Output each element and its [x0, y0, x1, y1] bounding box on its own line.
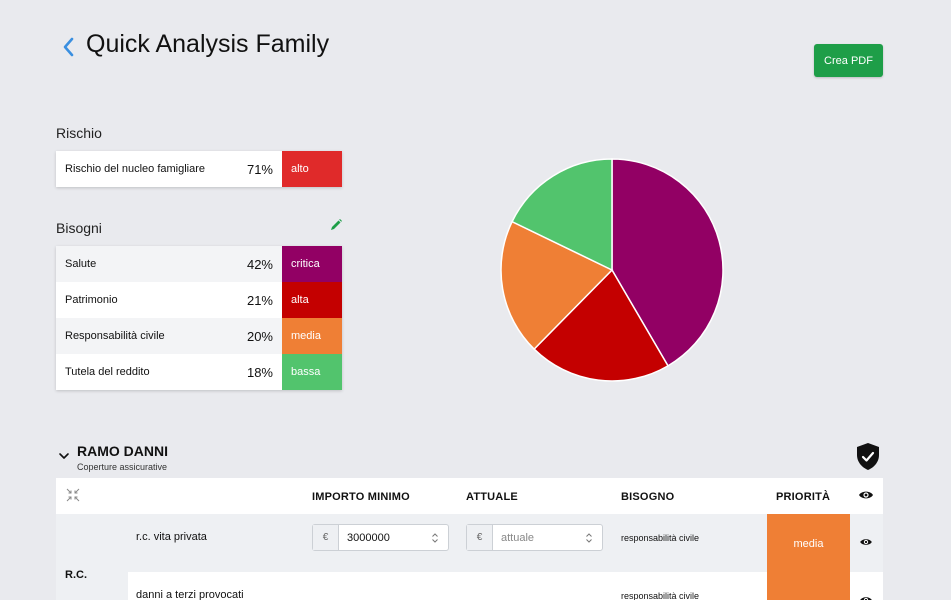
coverage-name: danni a terzi provocati: [136, 589, 244, 600]
min-amount-field[interactable]: €: [312, 524, 449, 551]
risk-row: Rischio del nucleo famigliare 71% alto: [56, 151, 342, 187]
chevron-down-icon[interactable]: [58, 450, 70, 462]
needs-level-badge: critica: [282, 246, 342, 282]
page-title: Quick Analysis Family: [86, 30, 330, 58]
needs-row: Patrimonio 21% alta: [56, 282, 342, 318]
number-spinner-icon[interactable]: [428, 525, 442, 550]
column-header-min-amount: IMPORTO MINIMO: [312, 491, 410, 503]
min-amount-input[interactable]: [339, 525, 428, 550]
priority-badge: media: [793, 538, 824, 550]
risk-card: Rischio del nucleo famigliare 71% alto: [56, 151, 342, 187]
risk-row-percent: 71%: [246, 161, 273, 177]
ramo-danni-title: RAMO DANNI: [77, 443, 168, 459]
shield-check-icon: [857, 443, 879, 470]
needs-row-label: Responsabilità civile: [65, 330, 165, 342]
needs-row: Salute 42% critica: [56, 246, 342, 282]
coverage-table: IMPORTO MINIMO ATTUALE BISOGNO PRIORITÀ …: [56, 478, 883, 600]
needs-row-label: Tutela del reddito: [65, 366, 150, 378]
risk-row-label: Rischio del nucleo famigliare: [65, 163, 206, 175]
priority-cell: [767, 514, 850, 600]
coverage-name: r.c. vita privata: [136, 531, 207, 543]
column-header-need: BISOGNO: [621, 491, 675, 503]
needs-section-title: Bisogni: [56, 220, 102, 236]
needs-card: Salute 42% critica Patrimonio 21% alta R…: [56, 246, 342, 390]
create-pdf-button[interactable]: Crea PDF: [814, 44, 883, 77]
risk-section-title: Rischio: [56, 125, 102, 141]
needs-row: Responsabilità civile 20% media: [56, 318, 342, 354]
current-amount-input[interactable]: [493, 525, 582, 550]
currency-prefix: €: [467, 525, 493, 550]
currency-prefix: €: [313, 525, 339, 550]
eye-icon[interactable]: [859, 595, 873, 600]
pie-slice-1: [611, 158, 724, 367]
eye-icon[interactable]: [858, 489, 874, 501]
pie-slice-4: [511, 158, 613, 272]
needs-level-badge: media: [282, 318, 342, 354]
needs-row-percent: 20%: [246, 328, 273, 344]
need-value: responsabilità civile: [621, 533, 700, 543]
need-value: responsabilità civile: [621, 591, 700, 600]
needs-row-percent: 21%: [246, 292, 273, 308]
column-header-priority: PRIORITÀ: [776, 491, 831, 503]
table-row: [128, 572, 883, 600]
group-cell: [56, 514, 128, 600]
needs-level-badge: alta: [282, 282, 342, 318]
needs-pie-chart: [500, 158, 724, 382]
needs-row-percent: 42%: [246, 256, 273, 272]
group-label: R.C.: [65, 569, 87, 581]
edit-pencil-icon[interactable]: [329, 218, 343, 232]
risk-level-badge: alto: [282, 151, 342, 187]
needs-row-percent: 18%: [246, 364, 273, 380]
needs-row-label: Salute: [65, 258, 97, 270]
needs-row: Tutela del reddito 18% bassa: [56, 354, 342, 390]
needs-level-badge: bassa: [282, 354, 342, 390]
pie-slice-3: [500, 220, 614, 351]
pie-slice-2: [533, 268, 670, 382]
current-amount-field[interactable]: €: [466, 524, 603, 551]
ramo-danni-subtitle: Coperture assicurative: [77, 462, 168, 472]
collapse-arrows-icon[interactable]: [66, 488, 80, 502]
needs-row-label: Patrimonio: [65, 294, 118, 306]
number-spinner-icon[interactable]: [582, 525, 596, 550]
column-header-current: ATTUALE: [466, 491, 518, 503]
back-chevron-icon[interactable]: [60, 36, 78, 58]
eye-icon[interactable]: [859, 537, 873, 547]
